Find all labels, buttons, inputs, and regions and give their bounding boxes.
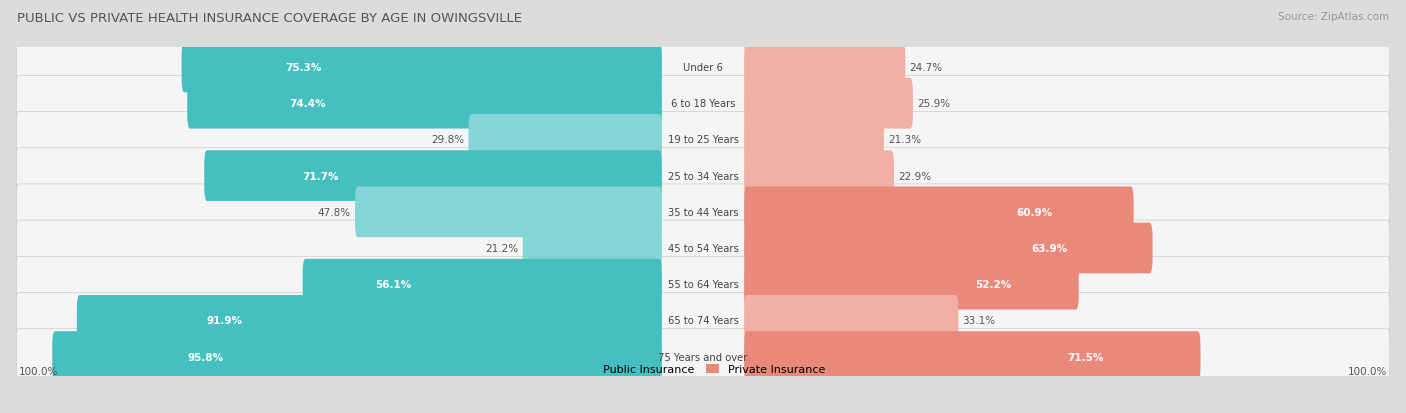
Text: Under 6: Under 6 <box>683 63 723 73</box>
Text: 75 Years and over: 75 Years and over <box>658 352 748 362</box>
FancyBboxPatch shape <box>17 293 1389 349</box>
Text: 19 to 25 Years: 19 to 25 Years <box>668 135 738 145</box>
FancyBboxPatch shape <box>744 151 894 202</box>
Text: 21.2%: 21.2% <box>485 243 519 254</box>
Text: 100.0%: 100.0% <box>18 366 58 376</box>
FancyBboxPatch shape <box>17 185 1389 240</box>
Text: 47.8%: 47.8% <box>318 207 352 217</box>
FancyBboxPatch shape <box>744 115 884 165</box>
Text: 71.5%: 71.5% <box>1067 352 1104 362</box>
Text: 56.1%: 56.1% <box>375 280 412 290</box>
Text: 22.9%: 22.9% <box>898 171 931 181</box>
Text: 71.7%: 71.7% <box>302 171 339 181</box>
FancyBboxPatch shape <box>302 259 662 310</box>
Text: 52.2%: 52.2% <box>976 280 1012 290</box>
FancyBboxPatch shape <box>744 295 959 346</box>
FancyBboxPatch shape <box>181 43 662 93</box>
FancyBboxPatch shape <box>17 221 1389 276</box>
FancyBboxPatch shape <box>523 223 662 274</box>
Text: 21.3%: 21.3% <box>889 135 921 145</box>
Text: 63.9%: 63.9% <box>1031 243 1067 254</box>
Legend: Public Insurance, Private Insurance: Public Insurance, Private Insurance <box>578 361 828 377</box>
Text: 75.3%: 75.3% <box>285 63 321 73</box>
Text: 100.0%: 100.0% <box>1348 366 1388 376</box>
FancyBboxPatch shape <box>204 151 662 202</box>
Text: 24.7%: 24.7% <box>910 63 942 73</box>
Text: 65 to 74 Years: 65 to 74 Years <box>668 316 738 325</box>
Text: 74.4%: 74.4% <box>288 99 326 109</box>
FancyBboxPatch shape <box>52 332 662 382</box>
Text: PUBLIC VS PRIVATE HEALTH INSURANCE COVERAGE BY AGE IN OWINGSVILLE: PUBLIC VS PRIVATE HEALTH INSURANCE COVER… <box>17 12 522 25</box>
Text: 95.8%: 95.8% <box>188 352 224 362</box>
Text: 25.9%: 25.9% <box>917 99 950 109</box>
FancyBboxPatch shape <box>744 43 905 93</box>
Text: Source: ZipAtlas.com: Source: ZipAtlas.com <box>1278 12 1389 22</box>
FancyBboxPatch shape <box>77 295 662 346</box>
FancyBboxPatch shape <box>17 76 1389 132</box>
Text: 25 to 34 Years: 25 to 34 Years <box>668 171 738 181</box>
Text: 91.9%: 91.9% <box>207 316 242 325</box>
FancyBboxPatch shape <box>17 329 1389 385</box>
FancyBboxPatch shape <box>744 332 1201 382</box>
FancyBboxPatch shape <box>17 257 1389 312</box>
Text: 33.1%: 33.1% <box>962 316 995 325</box>
Text: 55 to 64 Years: 55 to 64 Years <box>668 280 738 290</box>
FancyBboxPatch shape <box>744 223 1153 274</box>
FancyBboxPatch shape <box>744 79 912 129</box>
Text: 6 to 18 Years: 6 to 18 Years <box>671 99 735 109</box>
Text: 35 to 44 Years: 35 to 44 Years <box>668 207 738 217</box>
Text: 29.8%: 29.8% <box>432 135 464 145</box>
Text: 60.9%: 60.9% <box>1017 207 1053 217</box>
FancyBboxPatch shape <box>17 148 1389 204</box>
FancyBboxPatch shape <box>354 187 662 237</box>
FancyBboxPatch shape <box>17 112 1389 168</box>
FancyBboxPatch shape <box>744 187 1133 237</box>
FancyBboxPatch shape <box>468 115 662 165</box>
Text: 45 to 54 Years: 45 to 54 Years <box>668 243 738 254</box>
FancyBboxPatch shape <box>17 40 1389 96</box>
FancyBboxPatch shape <box>187 79 662 129</box>
FancyBboxPatch shape <box>744 259 1078 310</box>
